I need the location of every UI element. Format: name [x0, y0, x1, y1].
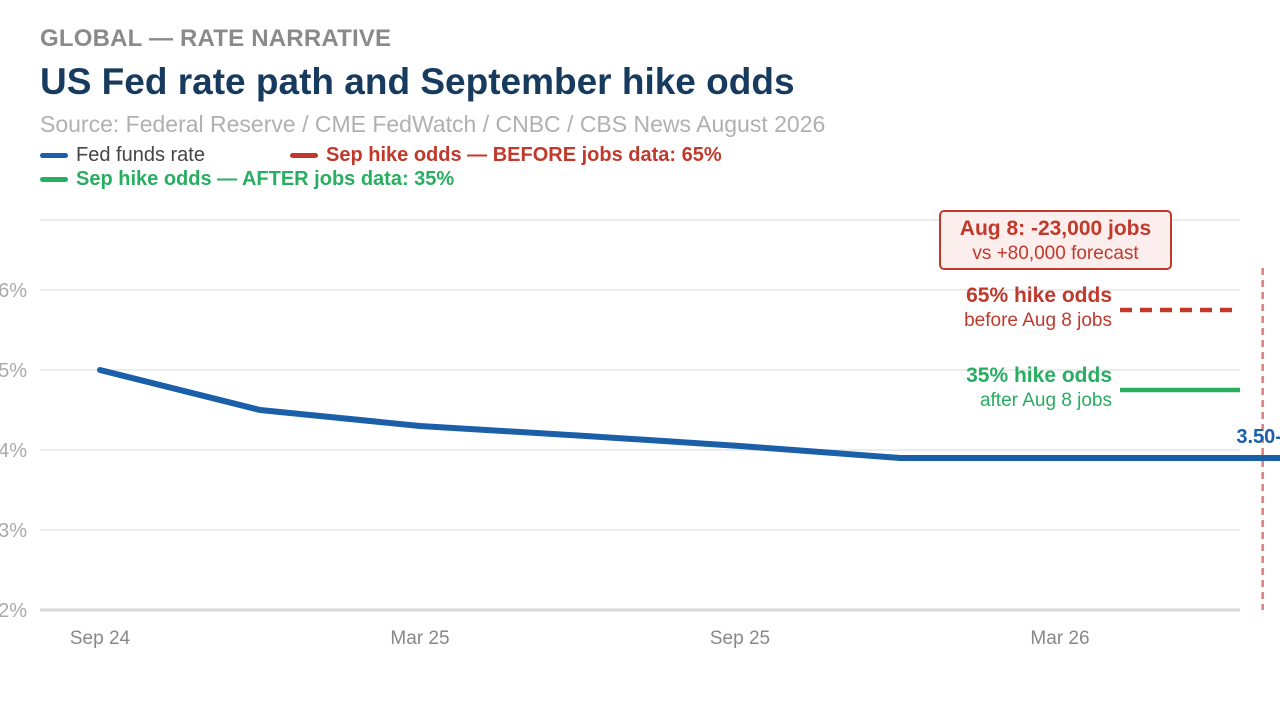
legend-item-after-odds: Sep hike odds — AFTER jobs data: 35%	[40, 168, 454, 190]
event-callout-label: Aug 8: -23,000 jobs	[960, 217, 1151, 240]
after-odds-label: 35% hike odds	[966, 364, 1112, 387]
y-tick-label: 5%	[0, 360, 27, 382]
y-tick-label: 4%	[0, 440, 27, 462]
y-tick-label: 6%	[0, 280, 27, 302]
x-tick-label: Sep 24	[70, 628, 131, 649]
x-tick-label: Mar 25	[390, 628, 449, 649]
before-odds-sublabel: before Aug 8 jobs	[964, 310, 1112, 331]
legend-label-before: Sep hike odds — BEFORE jobs data: 65%	[326, 144, 722, 166]
legend-swatch-before	[290, 152, 318, 158]
before-odds-label: 65% hike odds	[966, 284, 1112, 307]
y-tick-label: 2%	[0, 600, 27, 622]
legend-label-rate: Fed funds rate	[76, 144, 205, 166]
event-callout-box	[939, 210, 1172, 270]
legend-item-fed-funds-rate: Fed funds rate	[40, 144, 205, 166]
x-tick-label: Sep 25	[710, 628, 770, 649]
after-odds-sublabel: after Aug 8 jobs	[980, 390, 1112, 411]
event-callout-sublabel: vs +80,000 forecast	[972, 243, 1139, 264]
x-tick-label: Mar 26	[1030, 628, 1089, 649]
legend-label-after: Sep hike odds — AFTER jobs data: 35%	[76, 168, 455, 190]
y-tick-label: 3%	[0, 520, 27, 542]
fed-funds-rate-end-label: 3.50-3.75%	[1236, 426, 1280, 448]
chart-kicker: GLOBAL — RATE NARRATIVE	[40, 25, 392, 52]
chart-source: Source: Federal Reserve / CME FedWatch /…	[40, 111, 826, 137]
fed-funds-rate-line	[97, 367, 1280, 461]
legend-swatch-after	[40, 176, 68, 182]
chart-title: US Fed rate path and September hike odds	[40, 61, 795, 102]
legend-swatch-rate	[40, 152, 68, 158]
legend-item-before-odds: Sep hike odds — BEFORE jobs data: 65%	[290, 144, 722, 166]
